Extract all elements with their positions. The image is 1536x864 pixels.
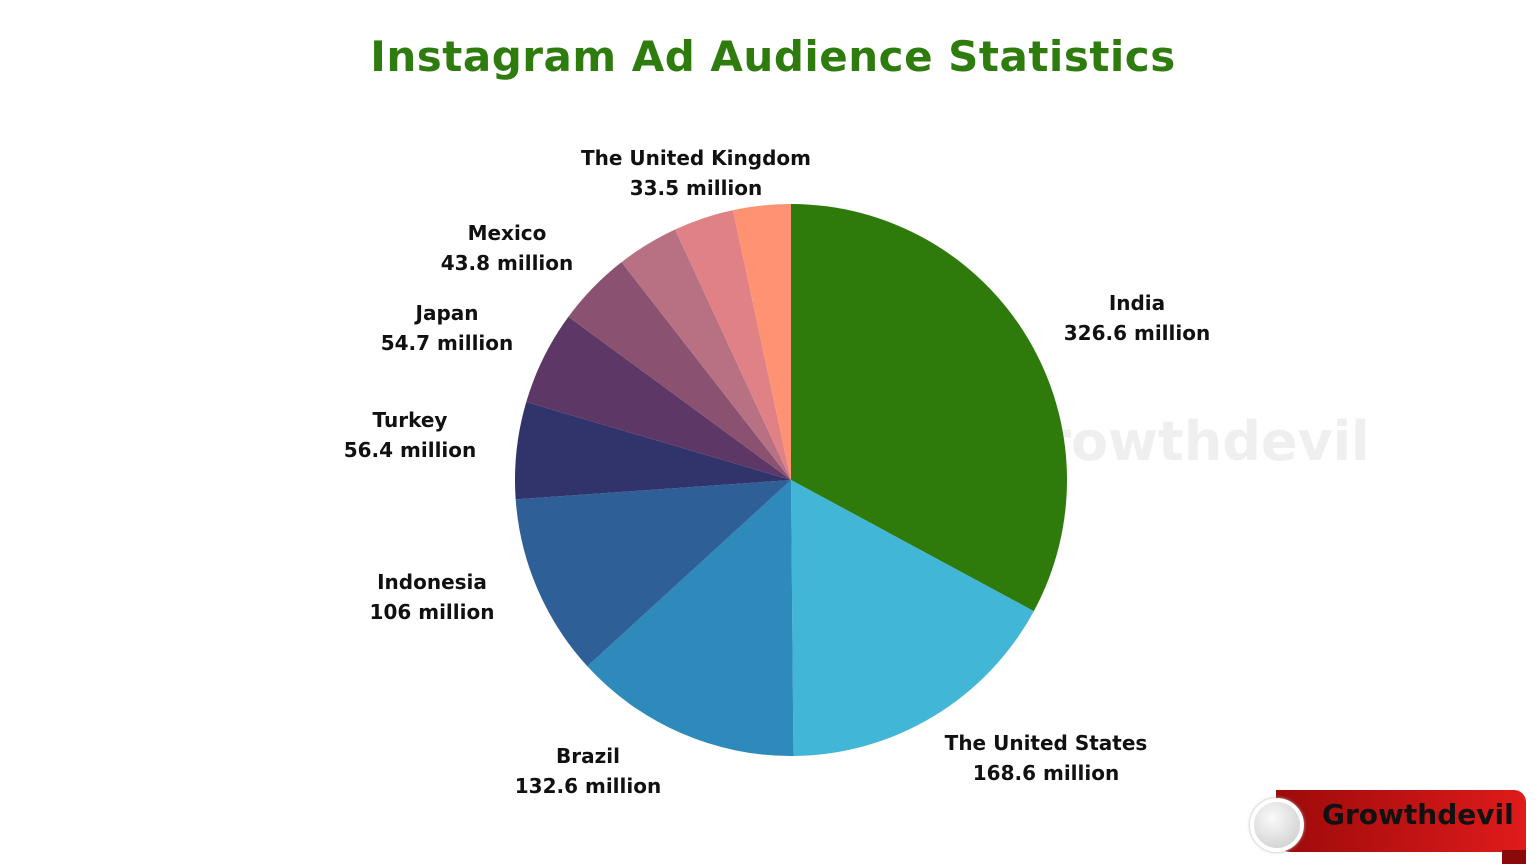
pie-slice-unlabeled-8	[675, 210, 791, 481]
data-label: The United Kingdom 33.5 million	[581, 143, 811, 203]
slice-name: The United States	[944, 731, 1148, 755]
pie-slice-the-united-kingdom	[732, 204, 791, 480]
data-label: Mexico 43.8 million	[441, 218, 574, 278]
logo-ribbon-tail	[1502, 850, 1526, 864]
logo-text: Growthdevil	[1322, 798, 1514, 831]
growthdevil-logo: Growthdevil	[1250, 790, 1528, 864]
slice-name: Mexico	[467, 221, 547, 245]
slice-name: Turkey	[372, 408, 448, 432]
data-label: Turkey 56.4 million	[344, 405, 477, 465]
data-label: The United States 168.6 million	[945, 728, 1148, 788]
logo-circle	[1250, 798, 1304, 852]
slice-name: Japan	[415, 301, 479, 325]
slice-name: Indonesia	[377, 570, 487, 594]
slice-value: 168.6 million	[972, 761, 1120, 785]
pie-slice-india	[791, 204, 1067, 612]
slice-value: 56.4 million	[343, 438, 477, 462]
data-label: Japan 54.7 million	[381, 298, 514, 358]
slice-value: 43.8 million	[440, 251, 574, 275]
chart-title: Instagram Ad Audience Statistics	[370, 32, 1176, 81]
data-label: Indonesia 106 million	[370, 567, 495, 627]
slice-value: 106 million	[369, 600, 495, 624]
pie-slice-turkey	[515, 401, 791, 500]
pie-slice-brazil	[587, 480, 794, 756]
slice-name: The United Kingdom	[581, 146, 811, 170]
slice-value: 54.7 million	[380, 331, 514, 355]
pie-slice-indonesia	[515, 480, 791, 667]
slice-value: 132.6 million	[514, 774, 662, 798]
slice-value: 326.6 million	[1063, 321, 1211, 345]
pie-slice-the-united-states	[791, 480, 1034, 756]
data-label: India 326.6 million	[1064, 288, 1210, 348]
pie-slice-unlabeled-7	[621, 229, 791, 480]
pie-slice-japan	[526, 316, 791, 480]
slice-name: Brazil	[556, 744, 620, 768]
slice-name: India	[1108, 291, 1166, 315]
data-label: Brazil 132.6 million	[515, 741, 661, 801]
logo-ribbon	[1276, 790, 1526, 852]
slice-value: 33.5 million	[629, 176, 763, 200]
pie-slice-mexico	[568, 262, 791, 480]
